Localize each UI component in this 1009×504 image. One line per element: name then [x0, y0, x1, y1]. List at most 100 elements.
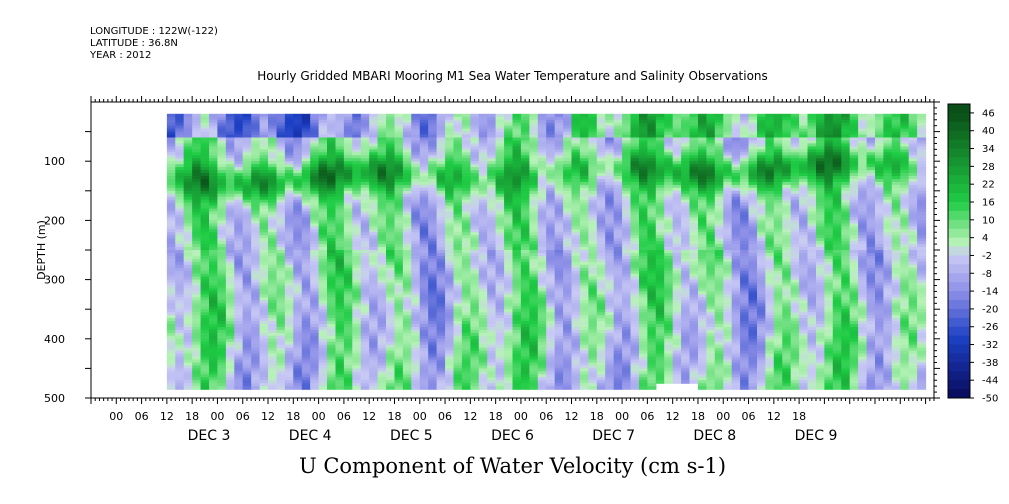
heat-cell — [352, 261, 362, 266]
heat-cell — [217, 344, 227, 349]
heat-cell — [276, 332, 286, 337]
heat-cell — [200, 211, 210, 216]
heat-cell — [411, 223, 421, 227]
heat-cell — [411, 380, 421, 384]
heat-cell — [605, 273, 615, 278]
heat-cell — [596, 164, 606, 168]
heat-cell — [563, 220, 573, 224]
heat-cell — [402, 288, 412, 293]
heat-cell — [183, 244, 193, 248]
heat-cell — [453, 315, 463, 319]
heat-cell — [402, 250, 412, 254]
heat-cell — [520, 202, 530, 207]
heat-cell — [242, 353, 252, 358]
heat-cell — [360, 380, 370, 384]
heat-cell — [579, 282, 589, 287]
heat-cell — [512, 291, 522, 295]
heat-cell — [293, 294, 303, 298]
heat-cell — [310, 176, 320, 180]
heat-cell — [453, 344, 463, 349]
heat-cell — [537, 270, 547, 275]
heat-cell — [352, 223, 362, 227]
heat-cell — [360, 125, 370, 130]
heat-cell — [512, 158, 522, 162]
heat-cell — [563, 368, 573, 372]
heat-cell — [200, 327, 210, 331]
heat-cell — [394, 244, 404, 248]
heat-cell — [259, 321, 269, 325]
heat-cell — [318, 359, 328, 364]
heat-cell — [284, 187, 294, 192]
heat-cell — [537, 146, 547, 150]
heat-cell — [461, 371, 471, 375]
heat-cell — [242, 282, 252, 287]
heat-cell — [293, 220, 303, 224]
heat-cell — [352, 359, 362, 364]
heat-cell — [268, 220, 277, 224]
heat-cell — [225, 214, 235, 219]
heat-cell — [563, 341, 573, 346]
heat-cell — [411, 161, 421, 165]
heat-cell — [402, 223, 412, 227]
heat-cell — [268, 273, 277, 278]
heat-cell — [445, 329, 455, 334]
heat-cell — [335, 332, 345, 337]
heat-cell — [537, 297, 547, 301]
heat-cell — [402, 282, 412, 287]
heat-cell — [402, 356, 412, 361]
heat-cell — [343, 276, 353, 281]
heat-cell — [478, 332, 488, 337]
heat-cell — [436, 253, 446, 257]
heat-cell — [234, 386, 244, 390]
heat-cell — [596, 383, 606, 387]
heat-cell — [436, 140, 446, 145]
heat-cell — [276, 167, 286, 171]
heat-cell — [605, 196, 615, 201]
heat-cell — [217, 187, 227, 192]
heat-cell — [546, 167, 556, 171]
heat-cell — [360, 128, 370, 133]
heat-cell — [276, 267, 286, 272]
heat-cell — [487, 332, 497, 337]
heat-cell — [259, 232, 269, 236]
heat-cell — [470, 371, 480, 375]
heat-cell — [276, 312, 286, 316]
heat-cell — [470, 315, 480, 319]
heat-cell — [596, 255, 606, 260]
heat-cell — [343, 152, 353, 156]
heat-cell — [402, 208, 412, 213]
heat-cell — [495, 258, 505, 263]
heat-cell — [310, 134, 320, 139]
heat-cell — [183, 149, 193, 153]
heat-cell — [200, 276, 210, 281]
heat-cell — [234, 362, 244, 367]
heat-cell — [571, 258, 581, 263]
heat-cell — [225, 371, 235, 375]
heat-cell — [259, 137, 269, 142]
heat-cell — [225, 223, 235, 227]
heat-cell — [487, 173, 497, 177]
heat-cell — [487, 253, 497, 257]
heat-cell — [327, 288, 336, 293]
heat-cell — [419, 306, 429, 310]
heat-cell — [310, 270, 320, 275]
heat-cell — [461, 167, 471, 171]
heat-cell — [251, 244, 261, 248]
heat-cell — [175, 356, 185, 361]
heat-cell — [596, 217, 606, 221]
heat-cell — [183, 137, 193, 142]
heat-cell — [352, 350, 362, 355]
heat-cell — [428, 164, 438, 168]
heat-cell — [411, 116, 421, 121]
heat-cell — [310, 205, 320, 210]
heat-cell — [268, 300, 277, 304]
heat-cell — [453, 149, 463, 153]
heat-cell — [192, 134, 202, 139]
heat-cell — [293, 276, 303, 281]
heat-cell — [166, 359, 176, 364]
heat-cell — [512, 267, 522, 272]
heat-cell — [234, 128, 244, 133]
heat-cell — [335, 264, 345, 269]
heat-cell — [554, 229, 564, 233]
heat-cell — [242, 327, 252, 331]
